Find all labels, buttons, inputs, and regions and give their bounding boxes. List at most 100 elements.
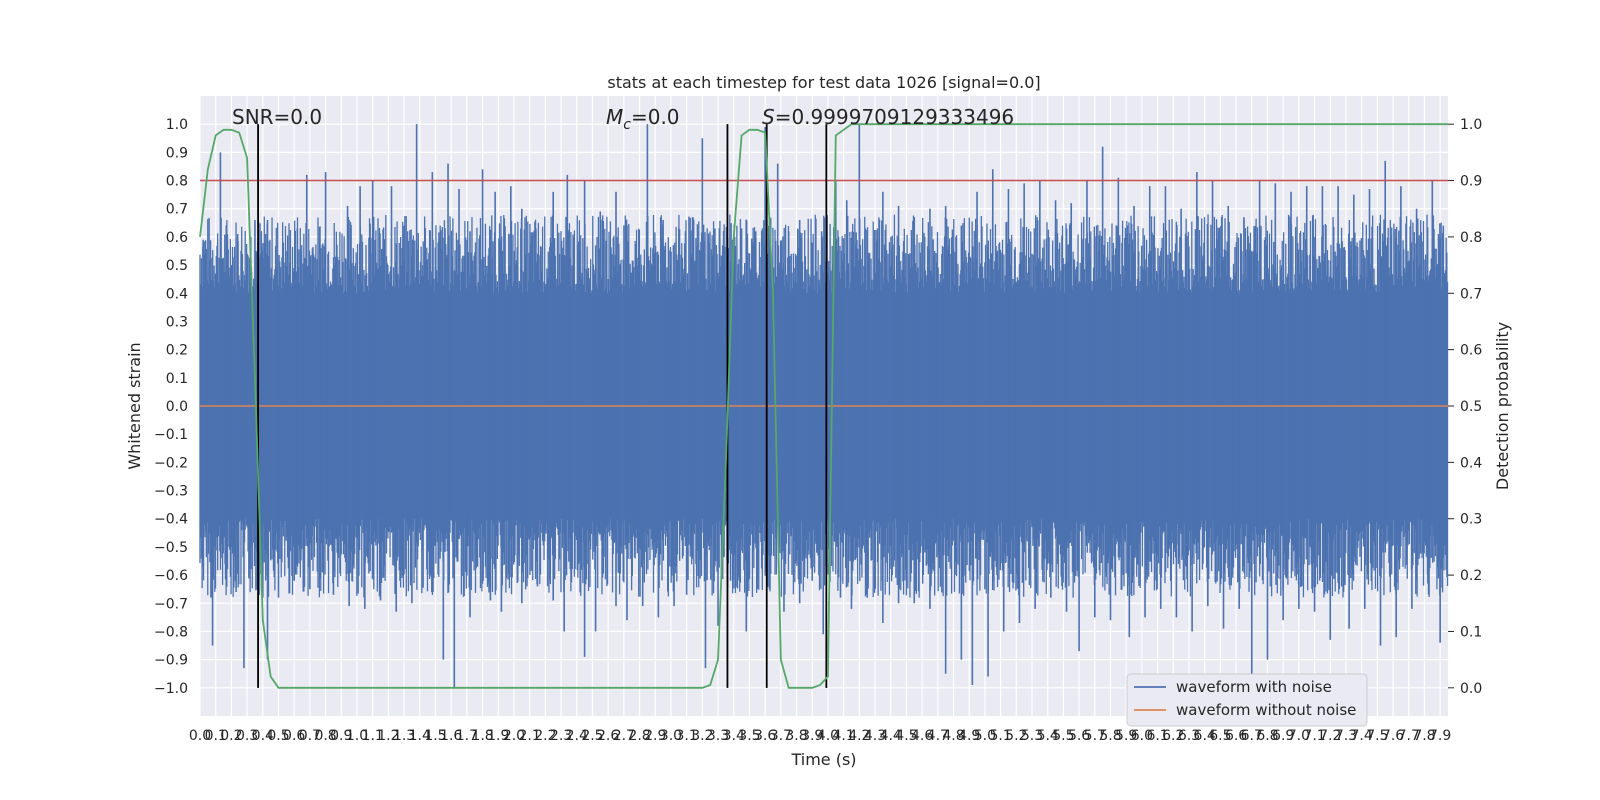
x-tick-label: 3.2: [691, 728, 713, 744]
x-tick-label: 5.3: [1021, 728, 1043, 744]
x-tick-label: 6.1: [1146, 728, 1168, 744]
x-tick-label: 2.4: [566, 728, 588, 744]
x-tick-label: 4.9: [958, 728, 980, 744]
x-tick-label: 7.8: [1413, 728, 1435, 744]
y-tick-label: 0.6: [166, 230, 188, 246]
x-tick-label: 4.6: [911, 728, 933, 744]
x-tick-label: 5.1: [989, 728, 1011, 744]
x-tick-label: 2.1: [519, 728, 541, 744]
annotation-snr: SNR=0.0: [232, 105, 322, 129]
x-tick-label: 3.6: [754, 728, 776, 744]
x-tick-label: 7.3: [1335, 728, 1357, 744]
x-tick-label: 5.7: [1084, 728, 1106, 744]
x-tick-label: 2.5: [581, 728, 603, 744]
x-tick-label: 1.0: [346, 728, 368, 744]
y-tick-label: −0.7: [154, 596, 188, 612]
x-tick-label: 4.1: [832, 728, 854, 744]
y2-tick-label: 0.4: [1460, 455, 1482, 471]
x-tick-label: 4.7: [927, 728, 949, 744]
annotation-score: S=0.9999709129333496: [762, 105, 1014, 129]
y-tick-label: −0.3: [154, 484, 188, 500]
y-tick-label: 0.0: [166, 399, 188, 415]
x-tick-label: 6.3: [1178, 728, 1200, 744]
y-tick-label: 0.4: [166, 286, 188, 302]
x-tick-label: 0.3: [236, 728, 258, 744]
y-tick-label: 0.7: [166, 202, 188, 218]
x-tick-label: 2.7: [613, 728, 635, 744]
y-tick-label: −0.9: [154, 653, 188, 669]
x-tick-label: 4.0: [817, 728, 839, 744]
y2-tick-label: 0.6: [1460, 343, 1482, 359]
y-tick-label: −0.1: [154, 427, 188, 443]
y2-axis-label: Detection probability: [1493, 322, 1512, 490]
y-tick-label: −0.2: [154, 455, 188, 471]
y-tick-label: 0.8: [166, 174, 188, 190]
y2-tick-label: 0.2: [1460, 568, 1482, 584]
x-tick-label: 3.3: [707, 728, 729, 744]
x-tick-label: 4.5: [895, 728, 917, 744]
x-tick-label: 1.2: [377, 728, 399, 744]
x-tick-label: 5.9: [1115, 728, 1137, 744]
y-tick-label: −0.6: [154, 568, 188, 584]
y-tick-label: 0.3: [166, 314, 188, 330]
x-tick-label: 2.2: [534, 728, 556, 744]
x-tick-label: 4.3: [864, 728, 886, 744]
y-tick-label: 0.5: [166, 258, 188, 274]
x-tick-labels: 0.00.10.20.30.40.50.60.70.80.91.01.11.21…: [189, 728, 1451, 744]
y-tick-label: 0.2: [166, 343, 188, 359]
x-tick-label: 6.7: [1241, 728, 1263, 744]
x-tick-label: 6.8: [1256, 728, 1278, 744]
x-tick-label: 1.6: [440, 728, 462, 744]
x-tick-label: 1.3: [393, 728, 415, 744]
legend-label-waveform-with-noise: waveform with noise: [1176, 678, 1332, 696]
y-tick-label: −0.5: [154, 540, 188, 556]
x-tick-label: 1.8: [471, 728, 493, 744]
y2-tick-label: 0.0: [1460, 681, 1482, 697]
y2-tick-label: 0.1: [1460, 624, 1482, 640]
y2-tick-label: 0.8: [1460, 230, 1482, 246]
x-tick-label: 7.7: [1398, 728, 1420, 744]
y2-tick-labels: 1.0 0.9 0.8 0.7 0.6 0.5 0.4 0.3 0.2 0.1 0.0: [1448, 117, 1482, 697]
x-tick-label: 3.5: [738, 728, 760, 744]
x-tick-label: 7.5: [1366, 728, 1388, 744]
x-tick-label: 6.5: [1209, 728, 1231, 744]
x-tick-label: 3.9: [801, 728, 823, 744]
x-tick-label: 5.4: [1037, 728, 1059, 744]
y2-tick-label: 0.9: [1460, 174, 1482, 190]
x-tick-label: 6.2: [1162, 728, 1184, 744]
x-tick-label: 2.9: [644, 728, 666, 744]
x-tick-label: 5.5: [1052, 728, 1074, 744]
x-tick-label: 6.0: [1131, 728, 1153, 744]
x-tick-label: 0.4: [252, 728, 274, 744]
x-tick-label: 4.8: [942, 728, 964, 744]
y-tick-label: 0.1: [166, 371, 188, 387]
x-tick-label: 7.0: [1288, 728, 1310, 744]
legend: waveform with noise waveform without noi…: [1126, 673, 1368, 727]
legend-label-waveform-without-noise: waveform without noise: [1176, 701, 1356, 719]
x-tick-label: 3.1: [676, 728, 698, 744]
x-tick-label: 0.6: [283, 728, 305, 744]
x-tick-label: 0.1: [205, 728, 227, 744]
y-tick-label: −1.0: [154, 681, 188, 697]
x-tick-label: 0.0: [189, 728, 211, 744]
annotation-chirp-mass: Mc=0.0: [606, 105, 680, 133]
x-tick-label: 0.2: [220, 728, 242, 744]
x-tick-label: 0.8: [314, 728, 336, 744]
x-tick-label: 5.0: [974, 728, 996, 744]
y-tick-label: −0.8: [154, 624, 188, 640]
x-tick-label: 1.5: [424, 728, 446, 744]
x-tick-label: 4.2: [848, 728, 870, 744]
x-tick-label: 1.4: [409, 728, 431, 744]
x-tick-label: 1.7: [456, 728, 478, 744]
x-tick-label: 6.4: [1194, 728, 1216, 744]
x-tick-label: 1.1: [362, 728, 384, 744]
vertical-markers: [257, 124, 828, 688]
y-tick-label: −0.4: [154, 512, 188, 528]
x-tick-label: 7.6: [1382, 728, 1404, 744]
x-tick-label: 3.0: [660, 728, 682, 744]
x-tick-label: 7.4: [1351, 728, 1373, 744]
series-detection-probability: [199, 123, 1448, 689]
x-tick-label: 5.8: [1099, 728, 1121, 744]
y-tick-label: 0.9: [166, 145, 188, 161]
